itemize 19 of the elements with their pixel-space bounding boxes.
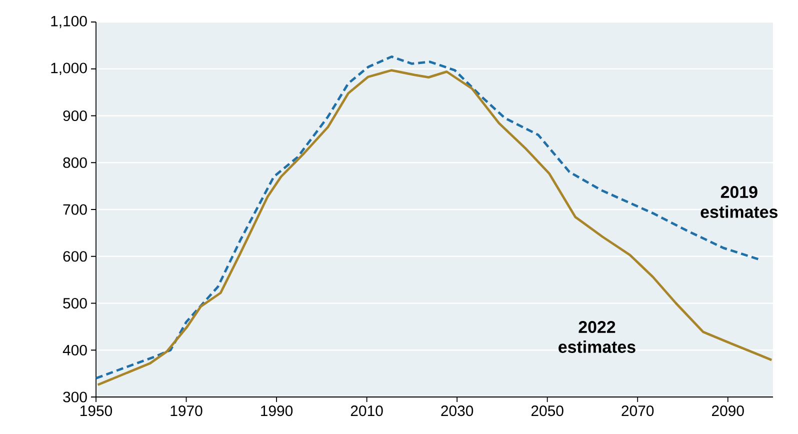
series-label: 2019 estimates [700, 186, 778, 218]
x-tick-label: 1950 [80, 406, 112, 416]
y-tick-label: 900 [63, 110, 87, 122]
y-tick-label: 500 [63, 298, 87, 309]
x-tick-label: 2050 [531, 406, 564, 416]
y-tick-label: 800 [63, 157, 87, 168]
y-tick-label: 300 [63, 392, 87, 402]
x-tick-label: 1990 [261, 406, 293, 416]
text: 2022 estimates [558, 321, 636, 353]
y-tick-label: 600 [63, 251, 87, 262]
y-tick-label: 1,000 [51, 62, 87, 76]
y-tick-label: 400 [62, 344, 87, 356]
x-tick-label: 1970 [170, 406, 202, 416]
x-tick-label: 2030 [441, 406, 474, 416]
x-tick-label: 2010 [350, 406, 383, 416]
y-tick-label: 700 [63, 204, 87, 215]
y-tick-label: 1,100 [51, 16, 87, 28]
x-tick-label: 2090 [712, 406, 744, 416]
x-tick-label: 2070 [622, 406, 654, 416]
